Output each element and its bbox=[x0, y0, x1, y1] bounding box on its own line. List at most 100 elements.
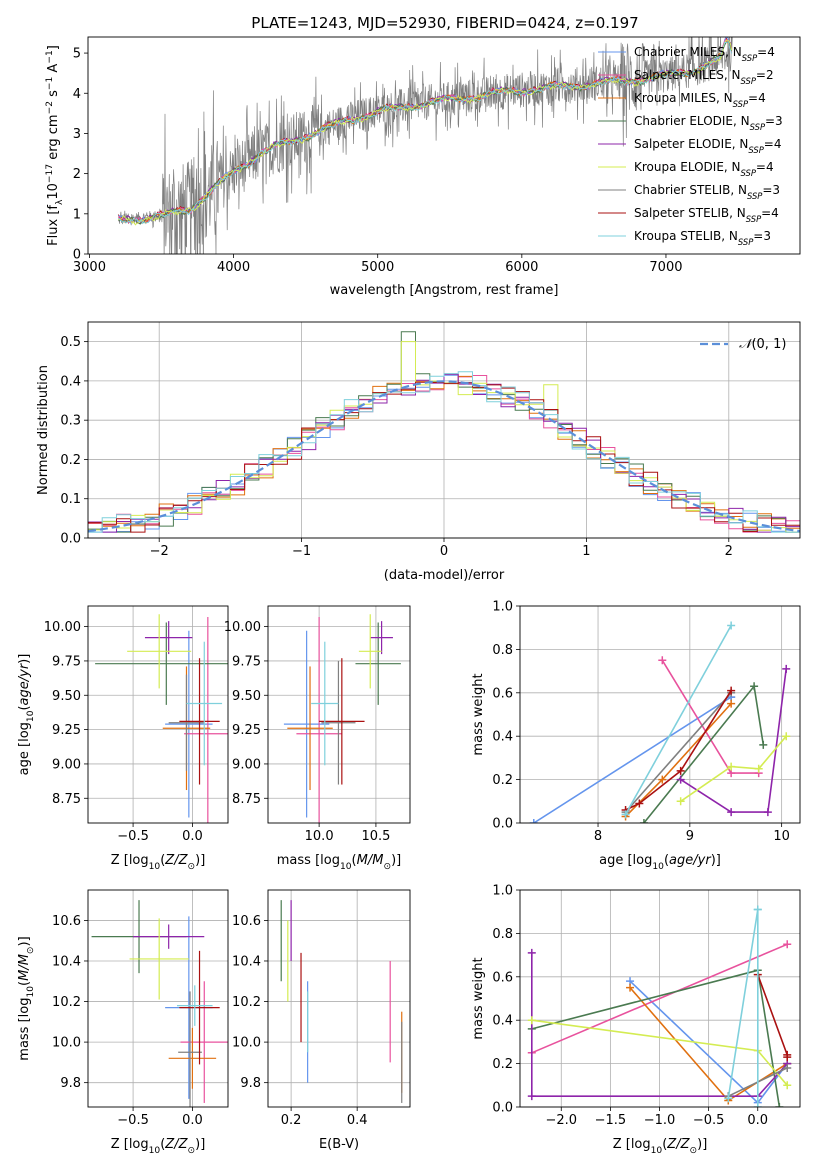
legend-label: Chabrier MILES, NSSP=4 bbox=[634, 45, 775, 63]
weight-marker bbox=[724, 1094, 733, 1103]
weight-marker bbox=[727, 699, 736, 708]
y-tick-label: 0.2 bbox=[492, 1057, 513, 1072]
y-tick-label: 9.25 bbox=[232, 723, 261, 738]
weight-line-1 bbox=[531, 943, 788, 1054]
weight-marker bbox=[727, 762, 736, 771]
y-tick-label: 0.5 bbox=[60, 335, 81, 350]
y-tick-label: 0.8 bbox=[492, 927, 513, 942]
x-tick-label: 0.2 bbox=[281, 1113, 302, 1128]
x-axis-label: E(B-V) bbox=[319, 1137, 359, 1152]
y-tick-label: 9.8 bbox=[60, 1076, 81, 1091]
x-tick-label: 0.0 bbox=[182, 829, 203, 844]
x-axis-label: Z [log10(Z/Z⊙)] bbox=[111, 853, 206, 872]
x-tick-label: 0.4 bbox=[347, 1113, 368, 1128]
x-tick-label: 6000 bbox=[505, 260, 538, 275]
y-tick-label: 5 bbox=[73, 47, 81, 62]
weight-line-5 bbox=[680, 735, 787, 802]
plot-area bbox=[283, 614, 401, 823]
weight-marker bbox=[783, 940, 792, 949]
y-tick-label: 0.4 bbox=[492, 730, 513, 745]
weight-marker bbox=[753, 1103, 762, 1107]
model-line-8 bbox=[118, 41, 733, 225]
x-tick-label: 5000 bbox=[361, 260, 394, 275]
y-tick-label: 8.75 bbox=[52, 792, 81, 807]
y-tick-label: 10.00 bbox=[224, 620, 261, 635]
x-tick-label: 7000 bbox=[649, 260, 682, 275]
y-tick-label: 0 bbox=[73, 248, 81, 263]
y-tick-label: 10.4 bbox=[232, 954, 261, 969]
y-axis-label: age [log10(age/yr)] bbox=[17, 654, 36, 776]
weight-marker bbox=[621, 810, 630, 819]
y-tick-label: 1 bbox=[73, 207, 81, 222]
y-tick-label: 9.00 bbox=[52, 757, 81, 772]
y-tick-label: 4 bbox=[73, 87, 81, 102]
x-axis-label: wavelength [Angstrom, rest frame] bbox=[330, 283, 559, 298]
weight-marker bbox=[782, 664, 791, 673]
weight-line-3 bbox=[643, 684, 765, 823]
axes-frame bbox=[87, 889, 229, 1108]
weight-line-7 bbox=[757, 974, 788, 1058]
y-tick-label: 10.6 bbox=[52, 914, 81, 929]
axes-frame bbox=[267, 889, 411, 1108]
y-tick-label: 10.2 bbox=[232, 995, 261, 1010]
x-tick-label: −0.5 bbox=[117, 829, 149, 844]
weight-marker bbox=[759, 740, 768, 749]
x-tick-label: −0.5 bbox=[693, 1113, 725, 1128]
y-tick-label: 0.6 bbox=[492, 970, 513, 985]
weight-marker bbox=[639, 819, 648, 823]
x-tick-label: −1 bbox=[292, 544, 311, 559]
x-tick-label: 10.0 bbox=[305, 829, 334, 844]
axes-frame bbox=[267, 605, 411, 824]
weight-marker bbox=[527, 1016, 536, 1025]
figure-title: PLATE=1243, MJD=52930, FIBERID=0424, z=0… bbox=[251, 14, 638, 32]
x-tick-label: 9 bbox=[686, 829, 694, 844]
legend-label: Salpeter MILES, NSSP=2 bbox=[634, 68, 774, 86]
weight-marker bbox=[763, 808, 772, 817]
weight-line-4 bbox=[531, 952, 788, 1097]
x-tick-label: 0.0 bbox=[747, 1113, 768, 1128]
x-tick-label: −1.0 bbox=[644, 1113, 676, 1128]
histogram-4 bbox=[88, 373, 800, 533]
x-tick-label: 10 bbox=[773, 829, 790, 844]
y-tick-label: 0.1 bbox=[60, 492, 81, 507]
y-tick-label: 9.75 bbox=[52, 654, 81, 669]
weight-marker bbox=[529, 819, 538, 823]
histogram-7 bbox=[88, 381, 800, 533]
weight-marker bbox=[676, 775, 685, 784]
y-tick-label: 0.0 bbox=[492, 817, 513, 832]
histogram-2 bbox=[88, 375, 800, 529]
axes-frame bbox=[87, 321, 801, 539]
legend-label: Chabrier STELIB, NSSP=3 bbox=[634, 183, 780, 201]
weight-line-7 bbox=[625, 690, 732, 811]
y-tick-label: 2 bbox=[73, 167, 81, 182]
plot-area bbox=[88, 331, 800, 533]
weight-marker bbox=[727, 686, 736, 695]
x-tick-label: −1.5 bbox=[595, 1113, 627, 1128]
x-tick-label: 1 bbox=[582, 544, 590, 559]
y-tick-label: 0.6 bbox=[492, 686, 513, 701]
x-axis-label: age [log10(age/yr)] bbox=[599, 853, 721, 872]
y-tick-label: 0.2 bbox=[60, 453, 81, 468]
y-tick-label: 9.00 bbox=[232, 757, 261, 772]
x-tick-label: −0.5 bbox=[117, 1113, 149, 1128]
y-tick-label: 10.0 bbox=[52, 1036, 81, 1051]
y-axis-label: mass weight bbox=[471, 957, 486, 1039]
x-tick-label: 4000 bbox=[217, 260, 250, 275]
y-tick-label: 9.25 bbox=[52, 723, 81, 738]
weight-marker bbox=[753, 905, 762, 914]
y-tick-label: 0.0 bbox=[60, 532, 81, 547]
weight-line-6 bbox=[625, 692, 732, 813]
y-axis-label: mass [log10(M/M⊙)] bbox=[17, 936, 36, 1060]
weight-marker bbox=[658, 775, 667, 784]
weight-marker bbox=[727, 808, 736, 817]
legend-label: Salpeter ELODIE, NSSP=4 bbox=[634, 137, 782, 155]
y-tick-label: 1.0 bbox=[492, 600, 513, 615]
weight-marker bbox=[783, 1053, 792, 1062]
x-tick-label: 0 bbox=[440, 544, 448, 559]
axes-frame bbox=[87, 36, 801, 255]
x-axis-label: Z [log10(Z/Z⊙)] bbox=[111, 1137, 206, 1156]
y-tick-label: 0.4 bbox=[492, 1014, 513, 1029]
weight-marker bbox=[783, 1081, 792, 1090]
plot-area bbox=[280, 900, 403, 1103]
plot-area bbox=[529, 621, 791, 823]
